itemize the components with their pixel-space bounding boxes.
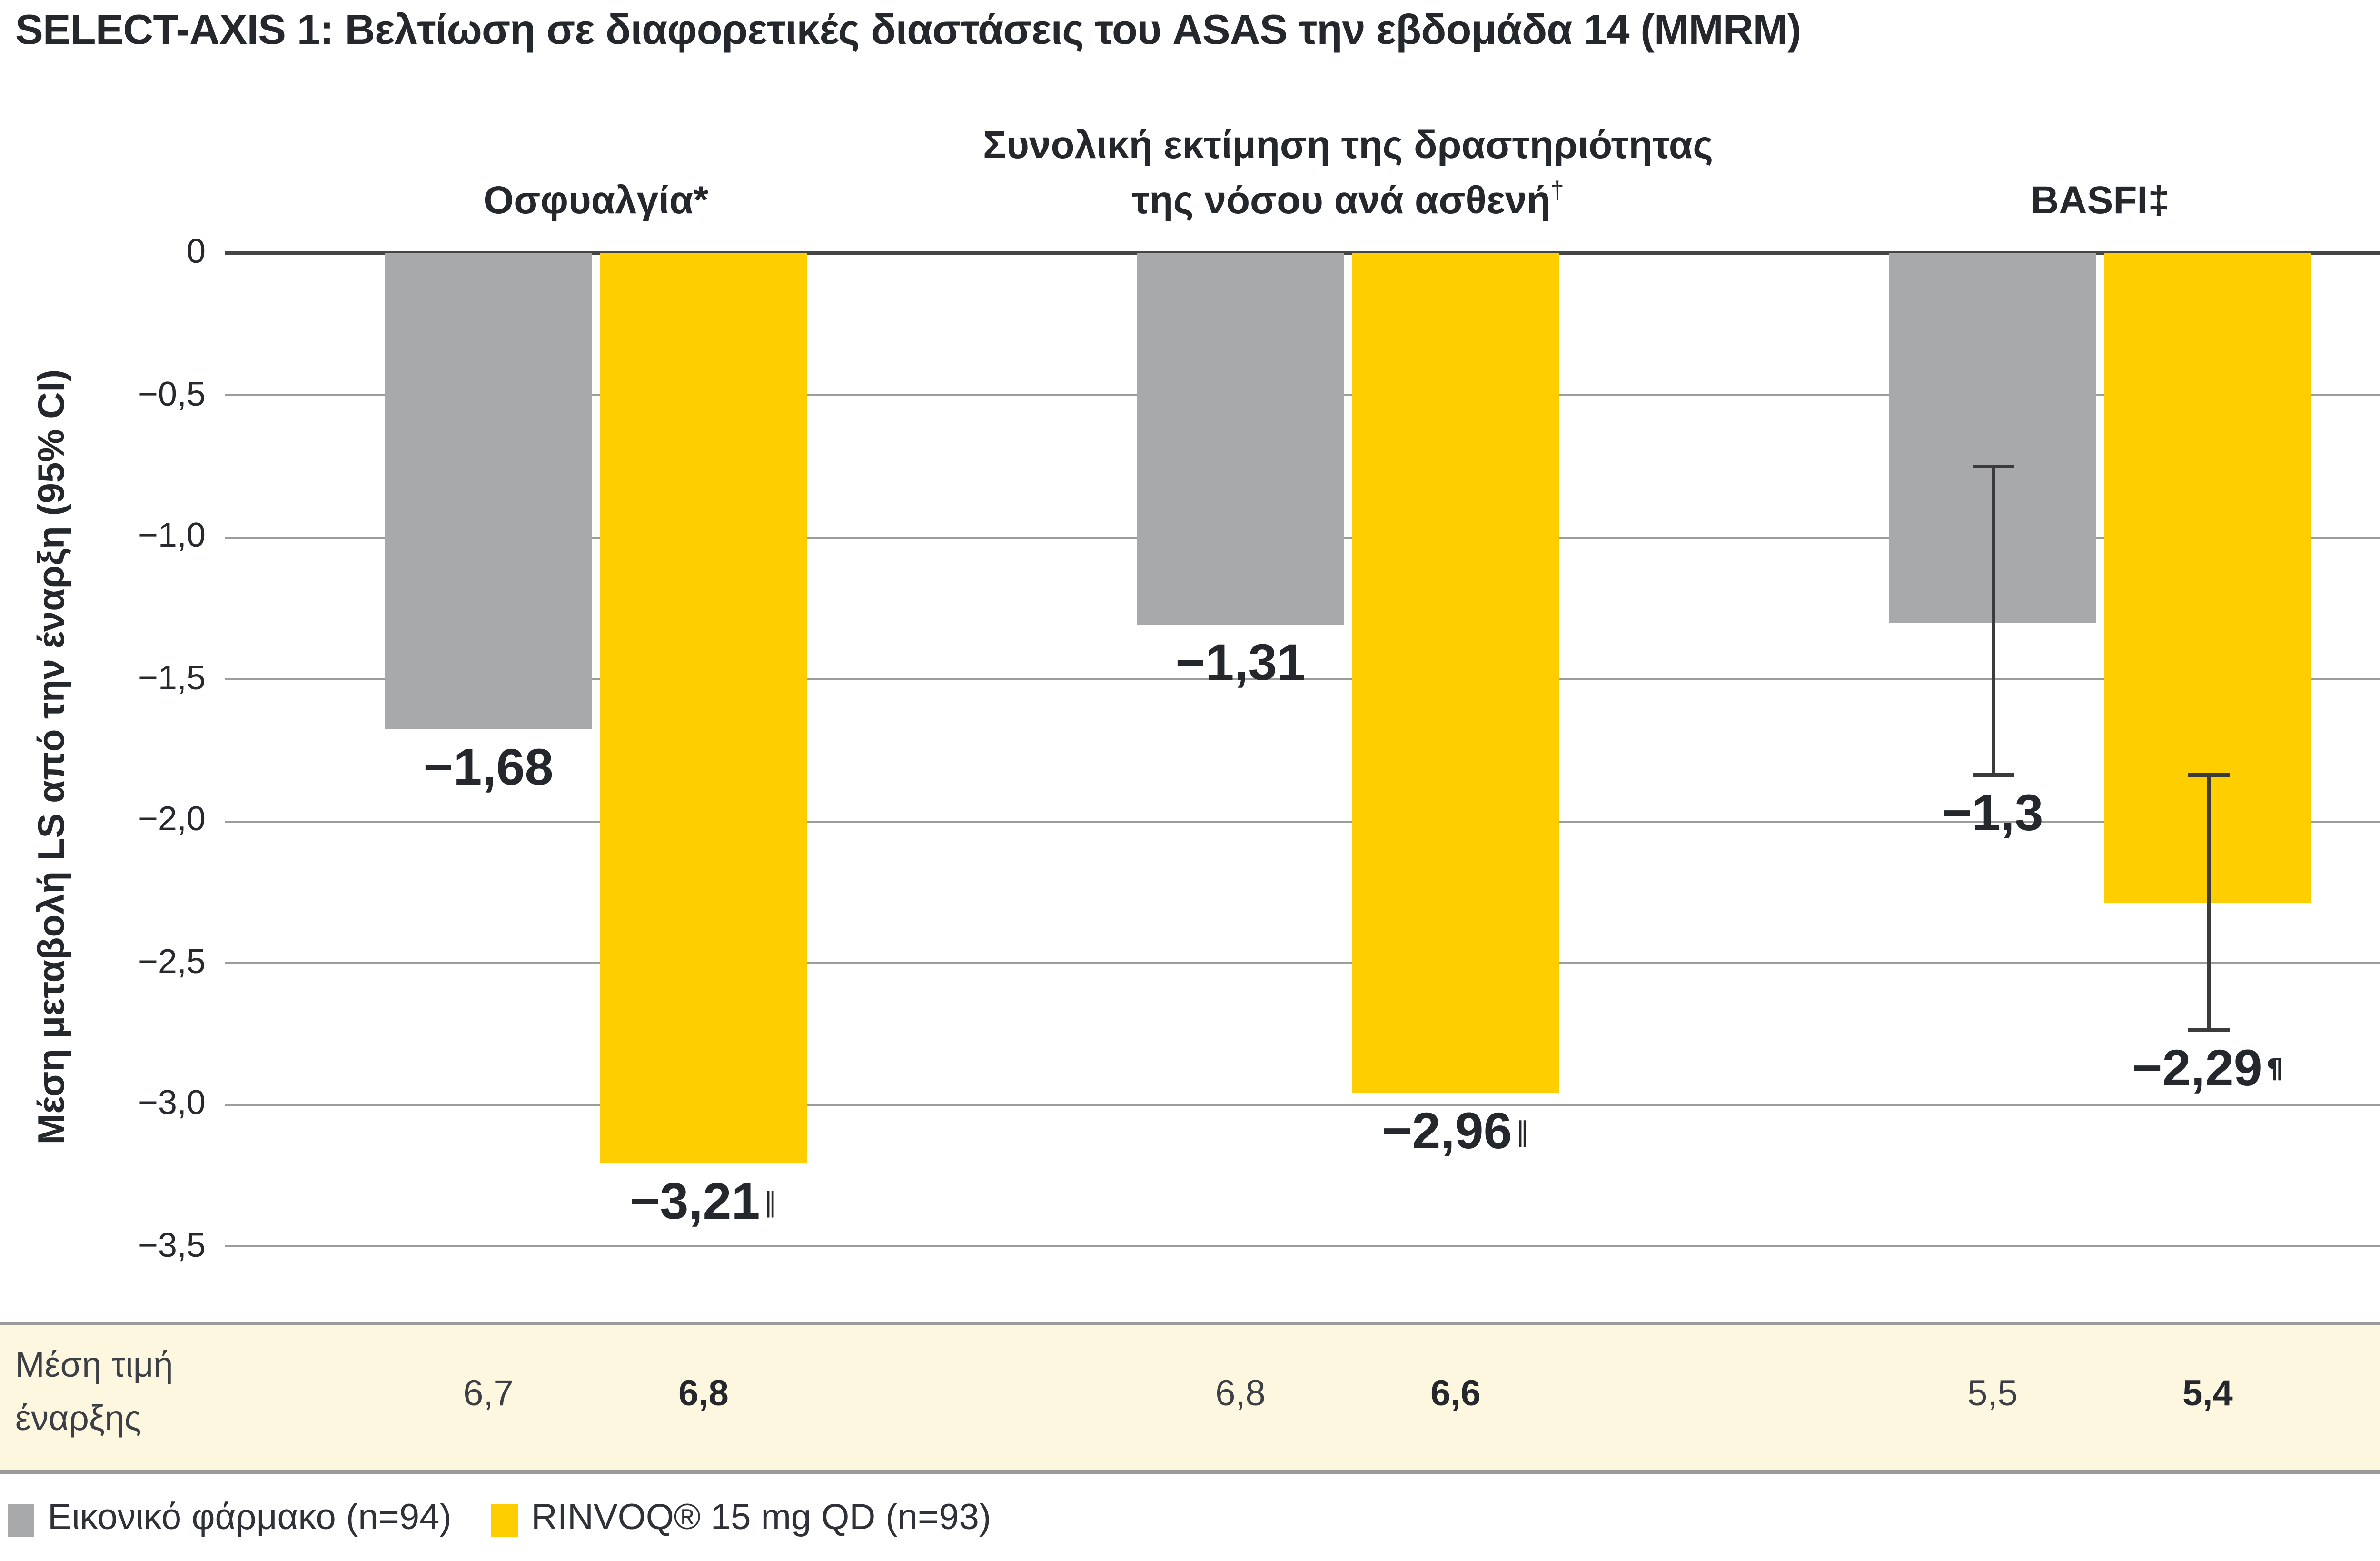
bar-label-sup: ‖ (764, 1188, 777, 1219)
bar-placebo-1 (385, 253, 592, 730)
gridline (225, 820, 2380, 822)
category-header: Συνολική εκτίμηση της δραστηριότητας της … (910, 69, 1786, 229)
error-bar-cap-top (2187, 773, 2229, 777)
gridline (225, 1245, 2380, 1247)
bar-value-label: −2,96 ‖ (1382, 1103, 1529, 1160)
category-header-sup: † (1550, 175, 1564, 204)
legend: Εικονικό φάρμακο (n=94) RINVOQ® 15 mg QD … (0, 1499, 2380, 1544)
bar-value-label: −1,3 (1942, 785, 2043, 842)
bar-rinvoq-2 (1352, 253, 1559, 1094)
chart-title-text: Βελτίωση σε διαφορετικές διαστάσεις του … (345, 6, 1802, 53)
y-tick-label: 0 (186, 232, 206, 270)
baseline-value-placebo: 6,7 (463, 1375, 514, 1415)
category-header: Οσφυαλγία* (158, 69, 1034, 229)
baseline-value-rinvoq: 6,6 (1430, 1375, 1481, 1415)
y-tick-label: −2,5 (138, 942, 206, 980)
error-bar-line (2206, 775, 2210, 1031)
category-header-line2: Οσφυαλγία* (483, 179, 709, 223)
category-header: BASFI‡ (1662, 69, 2380, 229)
legend-label: RINVOQ® 15 mg QD (n=93) (531, 1499, 992, 1539)
legend-item-placebo: Εικονικό φάρμακο (n=94) (8, 1499, 452, 1541)
bar-value-label: −3,21 ‖ (630, 1173, 777, 1231)
y-tick-label: −2,0 (138, 800, 206, 838)
gridline (225, 678, 2380, 680)
baseline-row-label: Μέση τιμή έναρξης (15, 1339, 173, 1445)
error-bar-cap-bottom (2187, 1029, 2229, 1033)
baseline-row-label-line1: Μέση τιμή (15, 1344, 173, 1384)
bar-placebo-2 (1137, 253, 1344, 625)
baseline-value-placebo: 5,5 (1967, 1375, 2018, 1415)
bar-label-sup: ¶ (2266, 1054, 2283, 1085)
error-bar-cap-bottom (1972, 773, 2013, 777)
bar-value-label: −2,29 ¶ (2132, 1040, 2283, 1097)
y-tick-label: −3,5 (138, 1225, 206, 1263)
baseline-value-rinvoq: 5,4 (2182, 1375, 2233, 1415)
baseline-row-label-line2: έναρξης (15, 1398, 141, 1438)
baseline-value-placebo: 6,8 (1215, 1375, 1266, 1415)
bar-value-label: −1,68 (423, 739, 554, 797)
gridline (225, 1104, 2380, 1105)
baseline-value-rinvoq: 6,8 (678, 1375, 729, 1415)
category-header-line2: BASFI‡ (2031, 179, 2170, 223)
gridline (225, 962, 2380, 964)
error-bar-line (1991, 466, 1994, 776)
placebo-swatch-icon (8, 1503, 34, 1536)
category-header-line2: της νόσου ανά ασθενή† (1132, 175, 1564, 223)
bar-rinvoq-1 (600, 253, 807, 1164)
rinvoq-swatch-icon (491, 1503, 518, 1536)
y-tick-label: −0,5 (138, 374, 206, 412)
error-bar-cap-top (1972, 464, 2013, 468)
bar-label-sup: ‖ (1516, 1117, 1529, 1148)
category-header-line1: Συνολική εκτίμηση της δραστηριότητας (983, 124, 1713, 168)
legend-label: Εικονικό φάρμακο (n=94) (48, 1499, 452, 1539)
legend-item-rinvoq: RINVOQ® 15 mg QD (n=93) (491, 1499, 991, 1541)
y-tick-label: −3,0 (138, 1084, 206, 1122)
y-tick-label: −1,5 (138, 658, 206, 696)
bar-value-label: −1,31 (1175, 634, 1306, 692)
baseline-row: Μέση τιμή έναρξης 6,76,86,86,65,55,46,76… (0, 1322, 2380, 1474)
chart-title: SELECT-AXIS 1: Βελτίωση σε διαφορετικές δ… (15, 6, 1801, 55)
y-tick-label: −1,0 (138, 516, 206, 554)
chart-title-prefix: SELECT-AXIS 1: (15, 6, 334, 53)
